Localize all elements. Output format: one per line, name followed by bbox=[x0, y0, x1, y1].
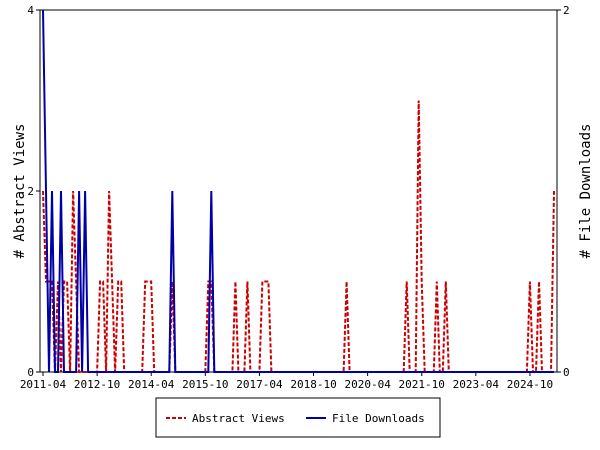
legend-label: Abstract Views bbox=[192, 412, 285, 425]
legend-label: File Downloads bbox=[332, 412, 425, 425]
legend-box bbox=[155, 397, 441, 438]
y-tick-label: 2 bbox=[27, 185, 34, 198]
x-tick-label: 2017-04 bbox=[236, 378, 283, 391]
x-tick-label: 2015-10 bbox=[182, 378, 228, 391]
y2-axis-label: # File Downloads bbox=[578, 124, 594, 259]
x-tick-label: 2011-04 bbox=[20, 378, 67, 391]
y-tick-label: 0 bbox=[27, 366, 34, 379]
x-tick-label: 2023-04 bbox=[453, 378, 500, 391]
y2-tick-label: 0 bbox=[563, 366, 570, 379]
y-tick-label: 4 bbox=[27, 4, 34, 17]
x-tick-label: 2018-10 bbox=[290, 378, 336, 391]
y2-tick-label: 2 bbox=[563, 4, 570, 17]
x-tick-label: 2020-04 bbox=[344, 378, 391, 391]
legend: Abstract Views File Downloads bbox=[155, 397, 441, 438]
x-tick-label: 2012-10 bbox=[74, 378, 120, 391]
x-tick-label: 2024-10 bbox=[507, 378, 553, 391]
x-tick-label: 2021-10 bbox=[399, 378, 445, 391]
y-axis-label: # Abstract Views bbox=[12, 124, 28, 259]
data-line bbox=[42, 100, 555, 373]
data-line bbox=[42, 9, 554, 373]
x-tick-label: 2014-04 bbox=[128, 378, 175, 391]
